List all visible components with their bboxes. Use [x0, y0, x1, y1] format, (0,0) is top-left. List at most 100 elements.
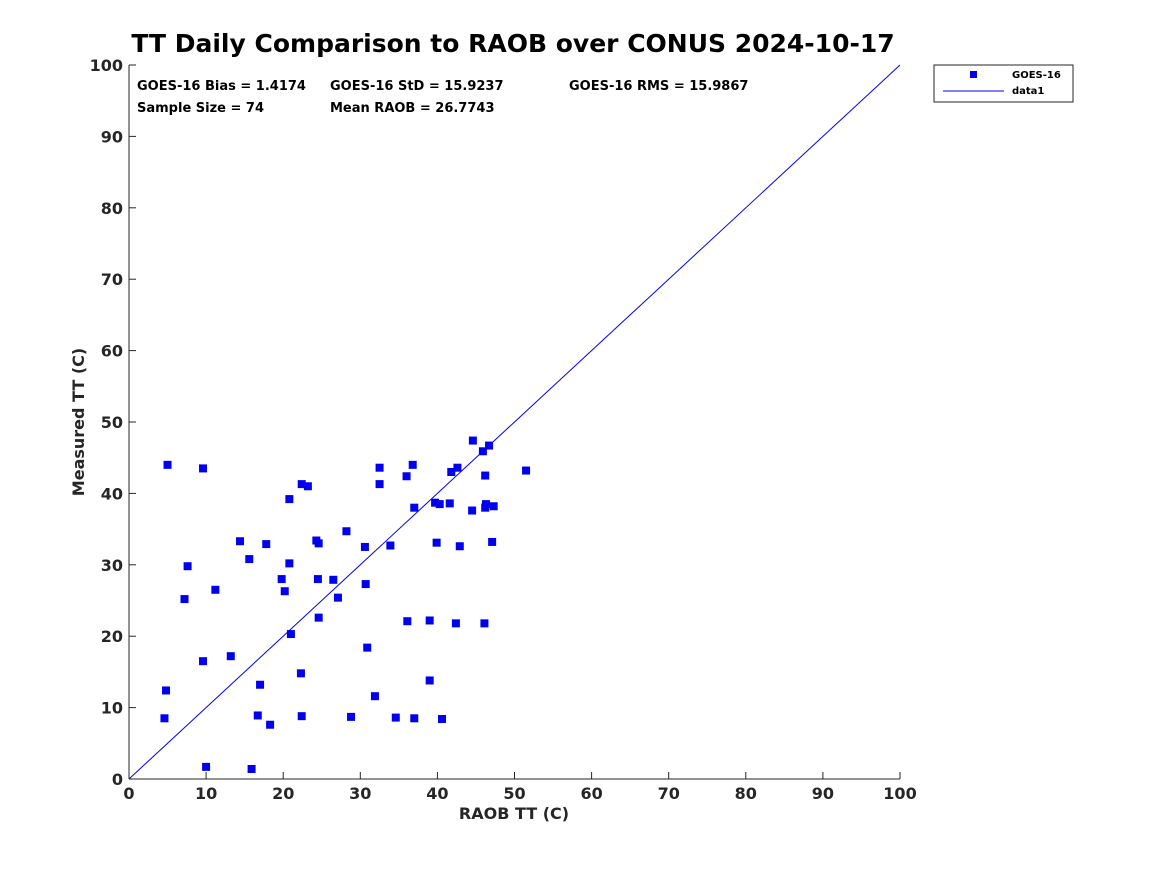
x-tick-label: 10: [195, 784, 217, 803]
chart-title: TT Daily Comparison to RAOB over CONUS 2…: [131, 29, 894, 58]
plot-area: [128, 64, 901, 780]
data-point: [485, 441, 494, 450]
data-point: [211, 585, 220, 594]
data-point: [297, 480, 306, 489]
data-point: [314, 539, 323, 548]
data-point: [425, 676, 434, 685]
data-point: [280, 587, 289, 596]
data-point: [162, 686, 171, 695]
stat-sample-size: Sample Size = 74: [137, 101, 264, 116]
data-point: [432, 538, 441, 547]
x-tick-label: 40: [426, 784, 448, 803]
data-point: [391, 713, 400, 722]
data-point: [199, 657, 208, 666]
y-tick-label: 80: [101, 199, 123, 218]
x-tick-label: 90: [812, 784, 834, 803]
y-axis-label: Measured TT (C): [69, 348, 88, 496]
data-point: [202, 762, 211, 771]
data-point: [297, 712, 306, 721]
x-tick-label: 80: [735, 784, 757, 803]
legend-label-data1: data1: [1012, 86, 1044, 97]
data-point: [363, 643, 372, 652]
data-point: [285, 559, 294, 568]
data-point: [313, 575, 322, 584]
data-point: [468, 436, 477, 445]
y-tick-label: 30: [101, 556, 123, 575]
data-point: [447, 467, 456, 476]
x-tick-label: 60: [580, 784, 602, 803]
data-point: [236, 537, 245, 546]
data-point: [361, 580, 370, 589]
data-point: [303, 482, 312, 491]
y-tick-label: 90: [101, 127, 123, 146]
data-point: [438, 715, 447, 724]
data-point: [478, 447, 487, 456]
data-point: [425, 616, 434, 625]
legend-marker-goes16: [970, 71, 977, 78]
stat-bias: GOES-16 Bias = 1.4174: [137, 79, 306, 94]
data-point: [183, 562, 192, 571]
legend-box: [933, 64, 1074, 103]
data-point: [445, 499, 454, 508]
data-point: [468, 506, 477, 515]
data-point: [410, 714, 419, 723]
data-point: [488, 537, 497, 546]
stats-box: GOES-16 Bias = 1.4174 GOES-16 StD = 15.9…: [137, 79, 748, 116]
x-tick-label: 70: [658, 784, 680, 803]
data-point: [314, 613, 323, 622]
x-tick-label: 100: [883, 784, 916, 803]
data-point: [408, 460, 417, 469]
data-point: [375, 480, 384, 489]
y-tick-label: 10: [101, 699, 123, 718]
data-point: [256, 680, 265, 689]
data-point: [489, 502, 498, 511]
x-tick-label: 20: [272, 784, 294, 803]
data-point: [481, 471, 490, 480]
data-point: [266, 720, 275, 729]
y-tick-label: 0: [112, 770, 123, 789]
x-tick-label: 30: [349, 784, 371, 803]
data-point: [286, 630, 295, 639]
stat-rms: GOES-16 RMS = 15.9867: [569, 79, 748, 94]
data-point: [160, 714, 169, 723]
data-point: [435, 500, 444, 509]
data-point: [226, 652, 235, 661]
data-point: [342, 527, 351, 536]
legend: GOES-16 data1: [933, 64, 1074, 103]
stat-std: GOES-16 StD = 15.9237: [330, 79, 504, 94]
data-point: [410, 503, 419, 512]
data-point: [247, 765, 256, 774]
data-point: [403, 617, 412, 626]
data-point: [522, 466, 531, 475]
data-point: [386, 541, 395, 550]
data-point: [180, 595, 189, 604]
data-point: [333, 593, 342, 602]
data-point: [277, 575, 286, 584]
stat-mean-raob: Mean RAOB = 26.7743: [330, 101, 495, 116]
data-point: [375, 463, 384, 472]
data-point: [347, 712, 356, 721]
data-point: [199, 464, 208, 473]
data-point: [370, 692, 379, 701]
x-tick-label: 50: [503, 784, 525, 803]
data-point: [163, 460, 172, 469]
series-line-data1: [128, 64, 901, 780]
y-tick-label: 20: [101, 627, 123, 646]
data-point: [329, 575, 338, 584]
y-tick-label: 100: [90, 56, 123, 75]
data-point: [455, 542, 464, 551]
data-point: [402, 472, 411, 481]
x-axis-label: RAOB TT (C): [459, 804, 569, 823]
data-point: [481, 500, 490, 509]
data-point: [451, 619, 460, 628]
y-tick-label: 40: [101, 484, 123, 503]
data-point: [285, 495, 294, 504]
data-point: [480, 619, 489, 628]
y-tick-label: 70: [101, 270, 123, 289]
data-point: [296, 669, 305, 678]
data-point: [262, 540, 271, 549]
data-point: [453, 463, 462, 472]
data-point: [245, 555, 254, 564]
y-tick-label: 50: [101, 413, 123, 432]
